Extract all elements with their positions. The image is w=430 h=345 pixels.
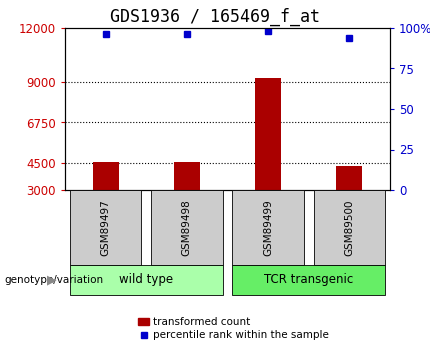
Text: GSM89499: GSM89499: [263, 199, 273, 256]
Text: GSM89497: GSM89497: [101, 199, 111, 256]
Text: GDS1936 / 165469_f_at: GDS1936 / 165469_f_at: [110, 8, 320, 26]
Legend: transformed count, percentile rank within the sample: transformed count, percentile rank withi…: [134, 313, 333, 345]
FancyBboxPatch shape: [70, 265, 223, 295]
Text: GSM89498: GSM89498: [182, 199, 192, 256]
Bar: [336, 166, 362, 190]
Text: GSM89500: GSM89500: [344, 199, 354, 256]
FancyBboxPatch shape: [313, 190, 385, 265]
Text: wild type: wild type: [119, 274, 173, 286]
Text: ▶: ▶: [47, 274, 56, 286]
FancyBboxPatch shape: [232, 190, 304, 265]
Bar: [92, 162, 119, 190]
FancyBboxPatch shape: [70, 190, 141, 265]
FancyBboxPatch shape: [232, 265, 385, 295]
Text: genotype/variation: genotype/variation: [4, 275, 104, 285]
Text: TCR transgenic: TCR transgenic: [264, 274, 353, 286]
Bar: [255, 78, 281, 190]
Bar: [174, 161, 200, 190]
FancyBboxPatch shape: [151, 190, 223, 265]
